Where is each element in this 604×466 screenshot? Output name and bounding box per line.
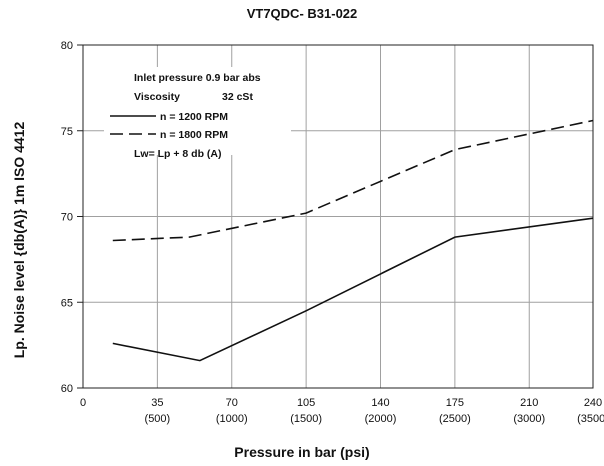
axes: [77, 44, 594, 389]
annotation-lw-formula: Lw= Lp + 8 db (A): [134, 148, 222, 160]
x-tick-label-psi: (1000): [216, 413, 248, 425]
x-tick-label: 140: [371, 397, 389, 409]
x-tick-label: 175: [446, 397, 464, 409]
series-line-1200-rpm: [112, 217, 594, 362]
x-axis-label: Pressure in bar (psi): [234, 444, 370, 460]
y-tick-label: 80: [61, 40, 73, 52]
plot-frame: [82, 44, 594, 389]
legend-label-1800-rpm: n = 1800 RPM: [160, 129, 228, 141]
x-tick-label: 105: [297, 397, 315, 409]
x-tick-label: 0: [80, 397, 86, 409]
y-tick-label: 65: [61, 297, 73, 309]
annotation-inlet-pressure: Inlet pressure 0.9 bar abs: [134, 72, 261, 84]
x-tick-label: 70: [226, 397, 238, 409]
y-tick-label: 70: [61, 212, 73, 224]
series-line-1800-rpm: [112, 119, 594, 242]
x-tick-label-psi: (1500): [290, 413, 322, 425]
x-tick-label-psi: (2000): [365, 413, 397, 425]
legend: Inlet pressure 0.9 bar abs Viscosity 32 cS…: [104, 67, 291, 160]
x-tick-label-psi: (3500): [577, 413, 604, 425]
x-tick-label-psi: (500): [145, 413, 171, 425]
x-tick-label-psi: (3000): [513, 413, 545, 425]
annotation-viscosity: Viscosity: [134, 91, 180, 103]
legend-label-1200-rpm: n = 1200 RPM: [160, 111, 228, 123]
x-tick-label: 240: [584, 397, 602, 409]
x-tick-label: 35: [151, 397, 163, 409]
y-tick-label: 75: [61, 126, 73, 138]
series-lines: [112, 119, 594, 362]
annotation-viscosity-value: 32 cSt: [222, 91, 253, 103]
legend-background: [104, 67, 291, 155]
tick-labels: 0 35 70 105 140 175 210 240 (500) (1000) (1500) (20…: [61, 40, 604, 425]
x-tick-label: 210: [520, 397, 538, 409]
chart-title: VT7QDC- B31-022: [246, 6, 358, 21]
x-tick-label-psi: (2500): [439, 413, 471, 425]
y-tick-label: 60: [61, 383, 73, 395]
